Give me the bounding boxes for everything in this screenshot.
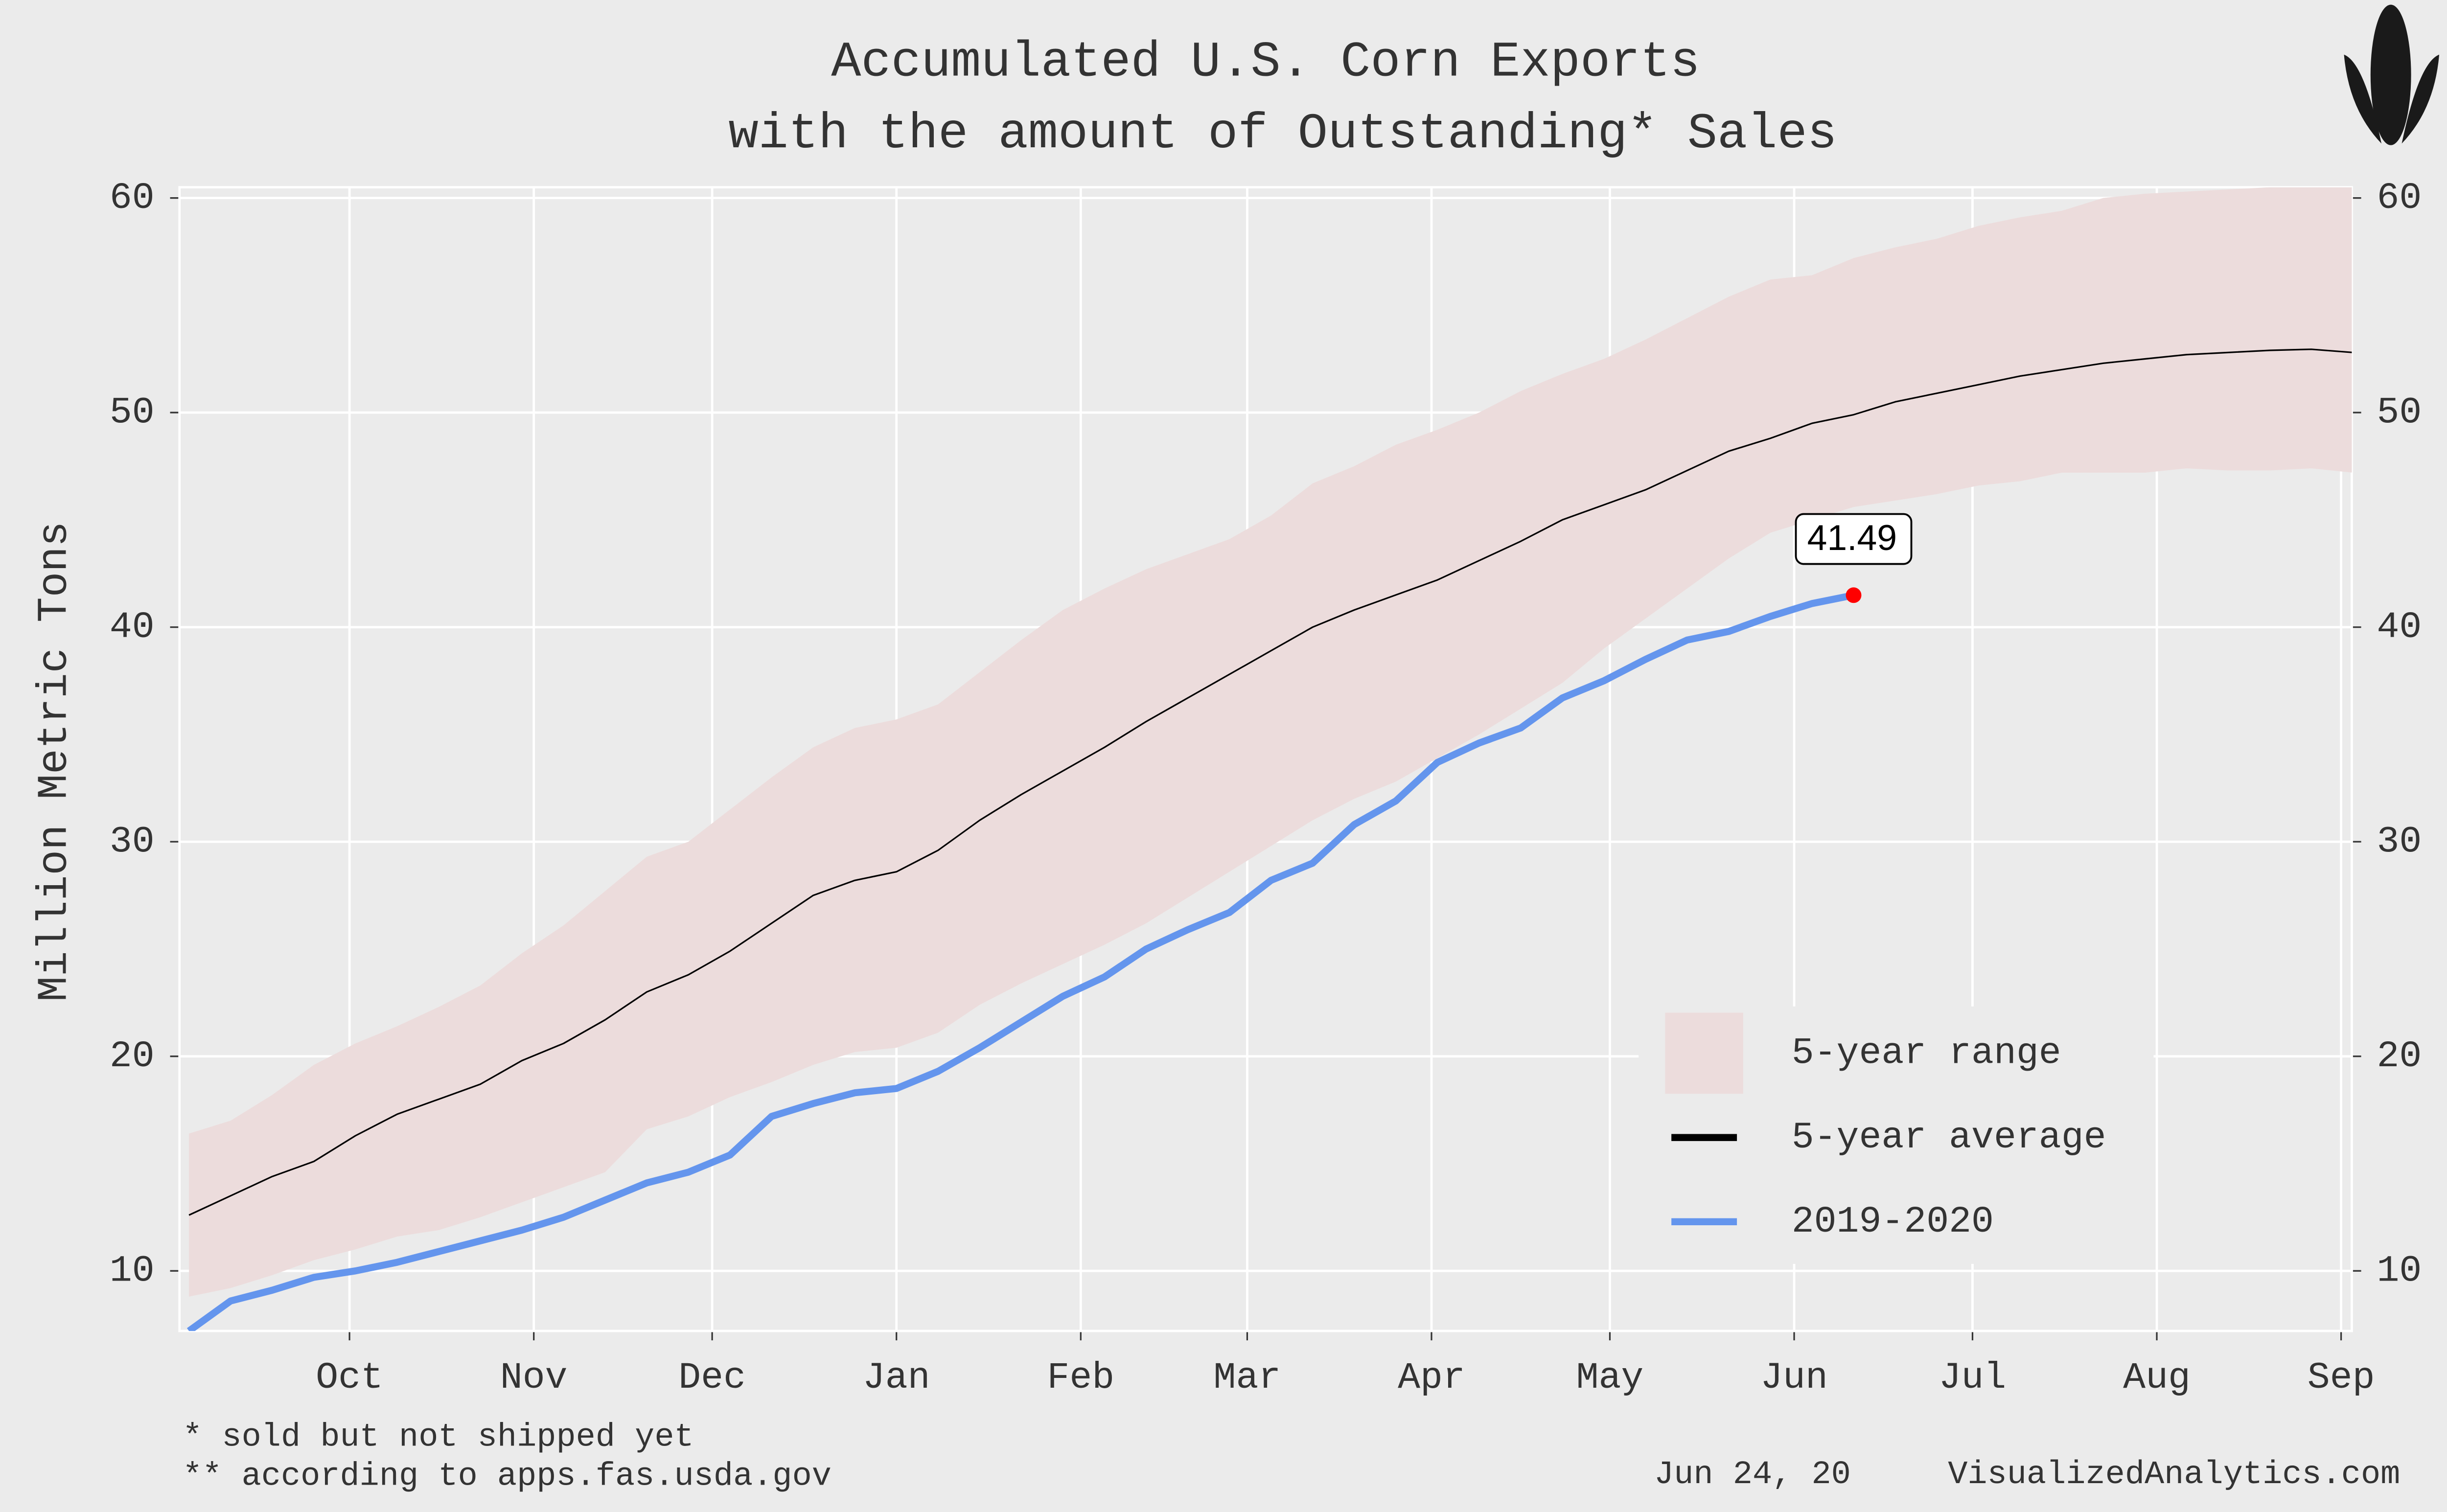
plot-area: 10 10 20 20 30 30 40 40 50 50 60 60 Oct Nov Dec Jan Feb M… xyxy=(110,177,2422,1399)
footnote: * sold but not shipped yet xyxy=(183,1419,694,1456)
y2-tick-label: 10 xyxy=(2377,1249,2422,1292)
y2-tick-label: 50 xyxy=(2377,391,2422,434)
y2-tick-label: 30 xyxy=(2377,820,2422,863)
x-tick-label: Jun xyxy=(1760,1356,1828,1399)
date: Jun 24, 20 xyxy=(1654,1456,1851,1493)
y-tick-label: 60 xyxy=(110,177,155,219)
y-axis-label: Million Metric Tons xyxy=(30,521,78,1001)
line xyxy=(188,348,2352,1216)
chart-title: Accumulated U.S. Corn Exports xyxy=(831,34,1700,91)
y2-tick-label: 20 xyxy=(2377,1035,2422,1077)
x-tick-label: Jan xyxy=(863,1356,930,1399)
series-group xyxy=(186,187,2352,1331)
legend-label: 5-year range xyxy=(1792,1032,2061,1075)
range-band xyxy=(189,187,2352,1297)
legend-key xyxy=(1665,1012,1743,1094)
annotation: 41.49 xyxy=(1807,518,1897,558)
y2-tick-label: 60 xyxy=(2377,177,2422,219)
corn-icon xyxy=(2344,4,2440,145)
y-tick-label: 50 xyxy=(110,391,155,434)
chart-subtitle: with the amount of Outstanding* Sales xyxy=(728,106,1837,162)
x-tick-label: Oct xyxy=(316,1356,383,1399)
x-tick-label: Apr xyxy=(1398,1356,1465,1399)
y-tick-label: 30 xyxy=(110,820,155,863)
x-tick-label: Mar xyxy=(1214,1356,1281,1399)
last-point xyxy=(1846,587,1862,603)
line xyxy=(186,592,1854,1331)
x-tick-label: Sep xyxy=(2308,1356,2375,1399)
y-tick-label: 10 xyxy=(110,1249,155,1292)
x-tick-label: Nov xyxy=(500,1356,568,1399)
x-tick-label: Aug xyxy=(2123,1356,2191,1399)
x-tick-label: May xyxy=(1576,1356,1644,1399)
x-tick-label: Feb xyxy=(1047,1356,1114,1399)
y-tick-label: 20 xyxy=(110,1035,155,1077)
x-tick-label: Dec xyxy=(678,1356,746,1399)
legend-label: 5-year average xyxy=(1792,1116,2106,1159)
panel-border xyxy=(178,186,2353,1332)
footnote: ** according to apps.fas.usda.gov xyxy=(183,1458,831,1495)
y2-tick-label: 40 xyxy=(2377,606,2422,648)
annotation-box xyxy=(1795,513,1913,565)
x-tick-label: Jul xyxy=(1939,1356,2007,1399)
y-tick-label: 40 xyxy=(110,606,155,648)
source: VisualizedAnalytics.com xyxy=(1948,1456,2400,1493)
legend-label: 2019-2020 xyxy=(1792,1200,1994,1243)
